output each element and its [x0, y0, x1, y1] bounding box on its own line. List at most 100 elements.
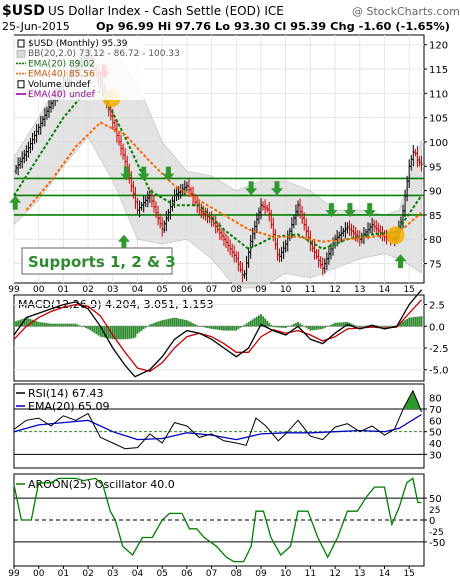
- macd-ytick-label: 0.0: [429, 322, 445, 333]
- macd-histogram-bar: [416, 316, 419, 327]
- header-symbol: $USD: [2, 3, 45, 19]
- macd-histogram-bar: [120, 326, 122, 340]
- macd-histogram-bar: [387, 326, 390, 327]
- macd-histogram-bar: [190, 322, 192, 327]
- macd-histogram-bar: [323, 326, 326, 328]
- macd-histogram-bar: [33, 320, 36, 327]
- macd-histogram-bar: [410, 317, 413, 327]
- macd-histogram-bar: [216, 326, 219, 330]
- macd-panel-frame: [13, 294, 425, 382]
- macd-histogram-bar: [81, 326, 83, 327]
- green-arrow-down: [162, 166, 175, 181]
- aroon-xtick-label: 13: [354, 569, 365, 579]
- legend-label-symbol: $USD (Monthly) 95.39: [28, 39, 128, 49]
- macd-histogram-bar: [231, 326, 234, 331]
- macd-histogram-bar: [89, 326, 92, 331]
- macd-histogram-bar: [243, 324, 246, 327]
- legend-label-ema40v: EMA(40) undef: [28, 90, 96, 100]
- macd-histogram-bar: [272, 326, 275, 328]
- macd-histogram-bar: [60, 323, 63, 327]
- macd-histogram-bar: [383, 326, 386, 328]
- price-xtick-label: 14: [379, 285, 391, 295]
- macd-histogram-bar: [350, 323, 353, 327]
- macd-histogram-bar: [58, 323, 61, 327]
- aroon-xtick-label: 09: [255, 569, 267, 579]
- macd-histogram-bar: [305, 326, 308, 328]
- macd-histogram-bar: [66, 323, 69, 327]
- green-arrow-up: [9, 195, 22, 210]
- macd-histogram-bar: [264, 318, 267, 327]
- macd-histogram-bar: [354, 325, 357, 327]
- macd-histogram-bar: [233, 326, 236, 331]
- macd-histogram-bar: [367, 325, 369, 327]
- macd-histogram-bar: [19, 319, 22, 327]
- macd-histogram-bar: [249, 320, 252, 327]
- macd-histogram-bar: [99, 326, 102, 337]
- price-ytick-label: 115: [429, 65, 448, 76]
- price-xtick-label: 15: [403, 285, 414, 295]
- macd-histogram-bar: [87, 326, 89, 329]
- macd-histogram-bar: [251, 319, 254, 327]
- macd-histogram-bar: [76, 324, 79, 327]
- aroon-xtick-label: 08: [231, 569, 243, 579]
- macd-histogram-bar: [17, 320, 20, 327]
- rsi-label: RSI(14) 67.43: [28, 387, 103, 400]
- macd-histogram-bar: [307, 326, 310, 330]
- annotation-text: Supports 1, 2 & 3: [28, 253, 176, 271]
- macd-histogram-bar: [414, 316, 417, 327]
- price-xtick-label: 08: [231, 285, 243, 295]
- macd-histogram-bar: [85, 326, 87, 329]
- price-ytick-label: 75: [429, 260, 442, 271]
- macd-histogram-bar: [153, 323, 155, 327]
- macd-histogram-bar: [97, 326, 100, 336]
- macd-histogram-bar: [142, 326, 145, 330]
- macd-histogram-bar: [274, 326, 277, 328]
- macd-histogram-bar: [70, 323, 73, 327]
- rsi-overbought-fill: [412, 391, 414, 409]
- macd-histogram-bar: [406, 318, 409, 327]
- macd-histogram-bar: [181, 319, 184, 327]
- macd-histogram-bar: [352, 324, 355, 327]
- macd-histogram-bar: [420, 316, 423, 327]
- aroon-xtick-label: 02: [82, 569, 93, 579]
- aroon-xtick-label: 04: [132, 569, 144, 579]
- price-xtick-label: 06: [181, 285, 193, 295]
- legend-label-ema40: EMA(40) 85.56: [28, 70, 95, 80]
- macd-histogram-bar: [124, 326, 127, 340]
- macd-histogram-bar: [136, 326, 139, 334]
- rsi-overbought-fill: [414, 396, 417, 409]
- macd-histogram-bar: [43, 322, 46, 327]
- macd-histogram-bar: [91, 326, 94, 332]
- legend-label-vol: Volume undef: [28, 80, 91, 90]
- macd-histogram-bar: [194, 324, 197, 327]
- aroon-ytick-label: -25: [429, 528, 444, 538]
- macd-histogram-bar: [319, 326, 322, 330]
- legend-label-ema20: EMA(20) 89.02: [28, 59, 95, 69]
- ema40-line: [25, 121, 423, 243]
- macd-histogram-bar: [159, 320, 162, 327]
- macd-histogram-bar: [402, 321, 404, 327]
- price-ytick-label: 110: [429, 89, 448, 100]
- macd-histogram-bar: [198, 326, 201, 327]
- macd-histogram-bar: [188, 321, 190, 327]
- macd-histogram-bar: [74, 323, 77, 327]
- price-ytick-label: 120: [429, 41, 448, 52]
- macd-histogram-bar: [356, 326, 359, 327]
- macd-histogram-bar: [400, 322, 402, 327]
- macd-histogram-bar: [229, 326, 232, 331]
- macd-histogram-bar: [68, 323, 71, 327]
- header-title: US Dollar Index - Cash Settle (EOD) ICE: [48, 4, 284, 18]
- macd-histogram-bar: [46, 323, 48, 327]
- rsi-overbought-fill: [404, 405, 406, 409]
- macd-histogram-bar: [25, 317, 28, 327]
- rsi-overbought-fill: [405, 403, 407, 409]
- macd-histogram-bar: [239, 326, 242, 328]
- macd-histogram-bar: [155, 322, 157, 327]
- macd-histogram-bar: [113, 326, 116, 340]
- price-ytick-label: 85: [429, 211, 442, 222]
- macd-histogram-bar: [122, 326, 124, 340]
- macd-histogram-bar: [362, 326, 365, 327]
- macd-histogram-bar: [223, 326, 225, 331]
- macd-histogram-bar: [185, 320, 188, 327]
- macd-histogram-bar: [313, 326, 316, 331]
